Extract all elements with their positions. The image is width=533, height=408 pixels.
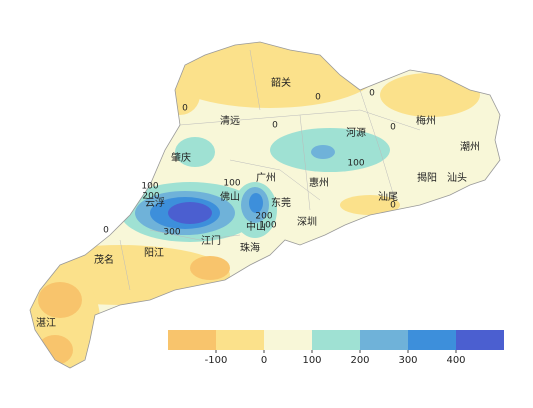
city-label: 汕头 [447,172,467,184]
city-label: 珠海 [240,241,260,254]
colorbar-segment [360,330,408,350]
city-label: 广州 [256,172,276,184]
colorbar-segment [456,330,504,350]
city-label: 中山 [246,220,266,233]
borders [119,49,421,291]
colorbar-tick-label: 200 [350,355,369,366]
city-label: 江门 [201,234,221,247]
contour-label: 0 [272,121,278,131]
colorbar-segment [408,330,456,350]
colorbar-tick-label: 300 [398,355,417,366]
contour-label: 0 [369,89,375,99]
city-label: 惠州 [309,176,329,189]
contour-label: 100 [223,179,240,189]
city-label: 汕尾 [378,191,398,203]
city-label: 茂名 [94,253,114,266]
city-label: 佛山 [220,190,240,203]
city-label: 清远 [220,114,240,127]
city-label: 揭阳 [417,171,437,184]
contour-label: 200 [142,192,159,202]
city-label: 云浮 [145,197,165,209]
colorbar-segment [312,330,360,350]
city-label: 阳江 [144,247,164,259]
colorbar: -100 0 100 200 300 400 [168,330,504,366]
colorbar-tick-label: 400 [446,355,465,366]
colorbar-tick-label: -100 [205,355,228,366]
contour-label: 100 [347,159,364,169]
contour-label: 200 [255,212,272,222]
colorbar-tick-label: 0 [261,355,267,366]
contour-label: 300 [163,228,180,238]
city-label: 河源 [346,126,366,139]
contour-label: 100 [259,221,276,231]
city-label: 潮州 [460,140,480,153]
city-label: 梅州 [416,114,436,127]
contour-label: 0 [182,104,188,114]
contour-label: 0 [390,123,396,133]
contour-label: 0 [390,201,396,211]
city-label: 东莞 [271,196,291,209]
city-label: 湛江 [36,317,56,329]
contour-label: 100 [141,182,158,192]
city-label: 深圳 [297,216,317,228]
colorbar-segment [216,330,264,350]
city-label: 韶关 [271,76,291,89]
colorbar-segment [264,330,312,350]
colorbar-tick-label: 100 [302,355,321,366]
city-label: 肇庆 [171,151,191,164]
contour-label: 0 [103,226,109,236]
contour-label: 0 [315,93,321,103]
colorbar-segment [168,330,216,350]
